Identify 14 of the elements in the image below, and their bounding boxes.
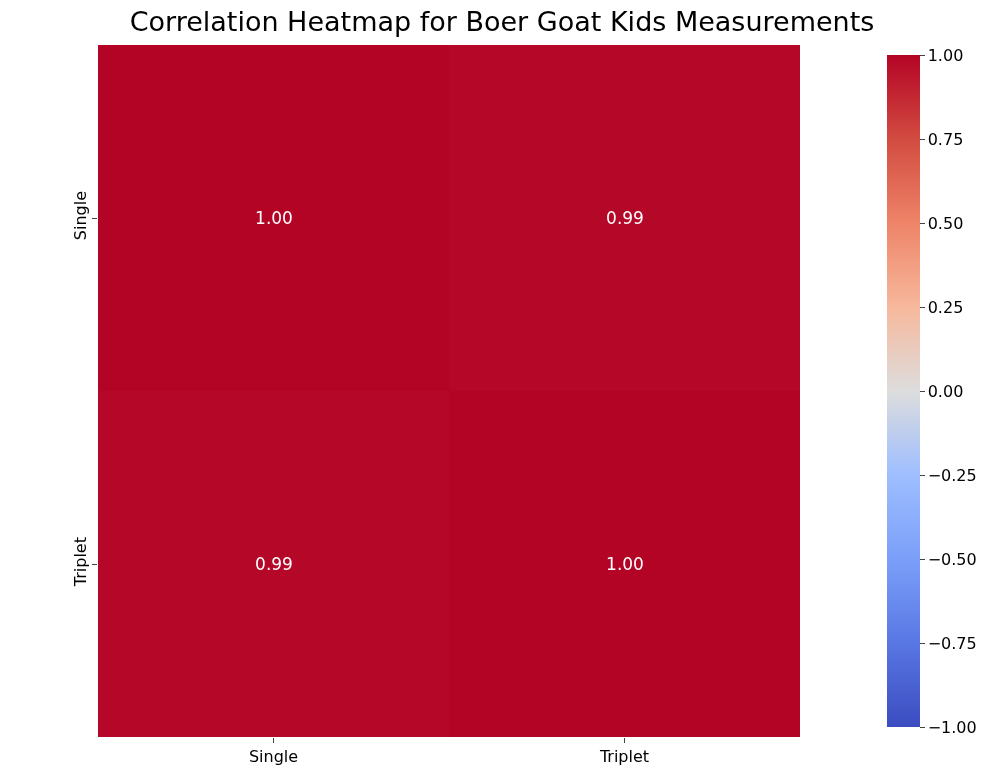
- data-label: 1.00: [255, 207, 293, 228]
- color-bar-label: 0.25: [927, 297, 964, 317]
- data-label: 0.99: [255, 553, 293, 574]
- data-label: 1.00: [606, 553, 644, 574]
- color-bar-label: −0.50: [927, 549, 977, 569]
- chart-title: Correlation Heatmap for Boer Goat Kids Measurements: [129, 5, 875, 37]
- color-bar-label: 0.75: [927, 129, 964, 149]
- color-bar-label: −0.75: [927, 633, 977, 653]
- color-bar-label: 0.00: [927, 381, 964, 401]
- color-bar-label: −1.00: [927, 717, 977, 737]
- color-bar-label: 1.00: [927, 45, 964, 65]
- color-bar-label: −0.25: [927, 465, 977, 485]
- data-label: 0.99: [606, 207, 644, 228]
- color-bar-label: 0.50: [927, 213, 964, 233]
